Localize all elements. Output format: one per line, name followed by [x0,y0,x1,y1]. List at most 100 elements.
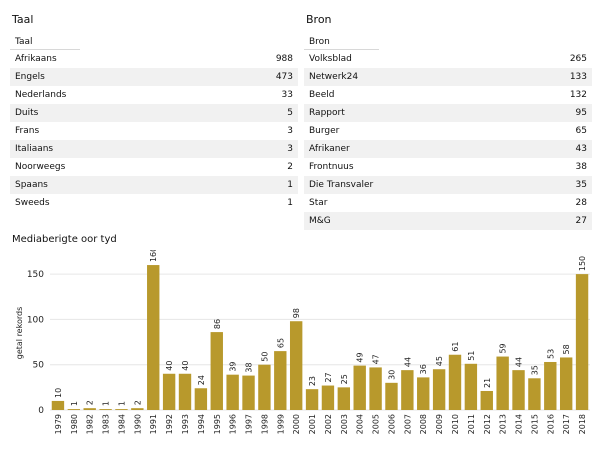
bar [147,265,160,410]
bron-table: Bron Volksblad 265 Netwerk24 133 Beeld 132 Rap… [304,36,592,230]
data-label: 30 [387,370,396,380]
bron-row-value: 132 [569,90,587,100]
bar [99,409,112,410]
bron-row-value: 95 [575,108,587,118]
taal-row-label: Spaans [15,180,48,190]
data-label: 150 [578,256,587,271]
x-tick-label: 2014 [515,414,524,434]
bar [432,369,446,410]
x-tick-label: 1983 [102,414,111,434]
data-label: 59 [499,343,508,353]
data-label: 2 [133,400,142,405]
bron-row-label: M&G [309,216,331,226]
bar [512,370,525,410]
x-tick-label: 2003 [340,414,349,434]
x-tick-label: 2002 [324,414,333,434]
taal-row-value: 473 [275,72,293,82]
x-tick-label: 2008 [419,414,428,434]
x-tick-label: 2017 [562,414,571,434]
taal-row-label: Sweeds [15,198,50,208]
taal-row-label: Noorweegs [15,162,66,172]
bron-table-row: Star 28 [304,194,592,212]
data-label: 40 [181,361,190,371]
bron-table-row: Burger 65 [304,122,592,140]
taal-table: Taal Afrikaans 988 Engels 473 Nederlands 33 Du… [10,36,298,212]
x-tick-label: 1982 [86,414,95,434]
bar [115,409,128,410]
x-tick-label: 1991 [149,414,158,434]
taal-row-value: 988 [275,54,293,64]
bron-table-row: Afrikaner 43 [304,140,592,158]
x-tick-label: 1990 [133,414,142,434]
taal-row-label: Duits [15,108,39,118]
data-label: 50 [260,352,269,362]
bron-row-value: 28 [575,198,587,208]
bar [67,409,81,410]
x-tick-label: 1979 [54,414,63,434]
bar [210,332,223,410]
x-tick-label: 1996 [229,414,238,434]
bar [559,357,573,410]
taal-row-label: Frans [15,126,40,136]
data-label: 44 [403,357,412,367]
taal-row-value: 3 [287,126,293,136]
bron-table-row: Volksblad 265 [304,50,592,68]
data-label: 35 [530,365,539,375]
bar [242,375,255,410]
bar [353,365,366,410]
bar [131,408,144,410]
taal-table-row: Noorweegs 2 [10,158,298,176]
bron-table-row: Netwerk24 133 [304,68,592,86]
bron-row-label: Volksblad [309,54,352,64]
bron-title: Bron [306,13,332,26]
data-label: 44 [515,357,524,367]
taal-column-header: Taal [10,36,80,50]
x-tick-label: 2004 [356,414,365,434]
data-label: 2 [86,400,95,405]
data-label: 160 [149,250,158,262]
x-tick-label: 2001 [308,414,317,434]
y-tick-label: 0 [38,406,44,416]
bron-row-label: Burger [309,126,340,136]
bron-row-value: 43 [575,144,587,154]
x-tick-label: 2015 [530,414,539,434]
x-tick-label: 2009 [435,414,444,434]
bar [321,385,335,410]
data-label: 1 [117,401,126,406]
data-label: 40 [165,361,174,371]
x-tick-label: 2012 [483,414,492,434]
bar [385,382,398,410]
bar [401,370,414,410]
bar [162,373,176,410]
data-label: 24 [197,375,206,385]
bron-table-row: Die Transvaler 35 [304,176,592,194]
bar [575,274,589,410]
data-label: 58 [562,344,571,354]
bron-row-value: 133 [569,72,587,82]
bron-row-label: Frontnuus [309,162,354,172]
bar [496,356,509,410]
taal-row-value: 2 [287,162,293,172]
bar [305,389,319,410]
bar [448,354,462,410]
taal-table-row: Spaans 1 [10,176,298,194]
data-label: 61 [451,342,460,352]
bron-table-row: Rapport 95 [304,104,592,122]
bar [337,387,351,410]
data-label: 39 [229,361,238,371]
taal-table-row: Frans 3 [10,122,298,140]
bar [178,373,192,410]
bar [369,367,382,410]
taal-table-row: Afrikaans 988 [10,50,298,68]
x-tick-label: 2006 [387,414,396,434]
taal-title: Taal [12,13,34,26]
data-label: 1 [70,401,79,406]
bron-row-label: Die Transvaler [309,180,374,190]
data-label: 25 [340,374,349,384]
bron-table-row: M&G 27 [304,212,592,230]
x-tick-label: 2011 [467,414,476,434]
taal-row-value: 5 [287,108,293,118]
bron-table-row: Frontnuus 38 [304,158,592,176]
y-axis-label: getal rekords [15,307,24,359]
